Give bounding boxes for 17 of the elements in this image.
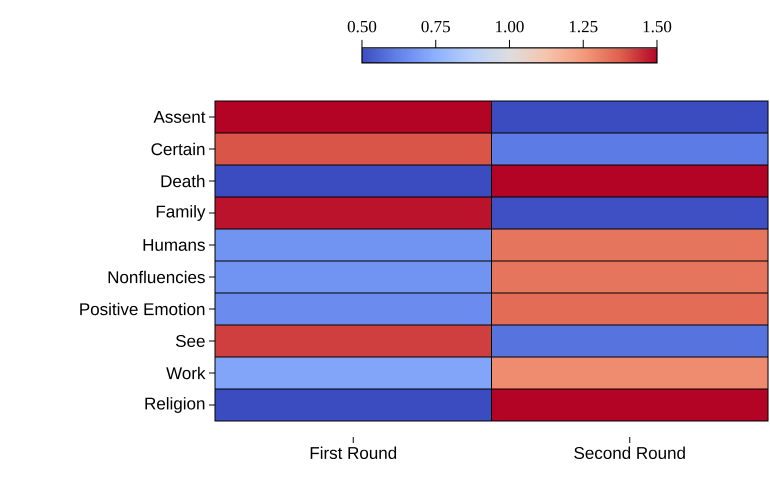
y-tick-label: Humans xyxy=(144,239,205,251)
y-tick-label: See xyxy=(176,334,205,348)
y-tick-label: Death xyxy=(162,174,204,188)
color-bar-label: 0.50 xyxy=(348,20,376,32)
color-bar-label: 1.25 xyxy=(570,20,598,32)
color-bar-label: 1.00 xyxy=(496,20,524,32)
color-bar-label: 1.50 xyxy=(644,20,672,32)
y-tick-label: Assent xyxy=(154,111,206,123)
y-tick-label: Religion xyxy=(145,397,204,413)
y-tick-label: Work xyxy=(166,366,206,380)
y-tick-label: Family xyxy=(156,205,206,221)
x-tick-label: Second Round xyxy=(574,446,685,460)
color-bar-label: 0.75 xyxy=(422,20,450,32)
x-tick-label: First Round xyxy=(310,446,396,460)
y-tick-label: Certain xyxy=(152,142,204,156)
y-tick-label: Positive Emotion xyxy=(80,302,204,316)
y-tick-label: Nonfluencies xyxy=(108,270,205,284)
